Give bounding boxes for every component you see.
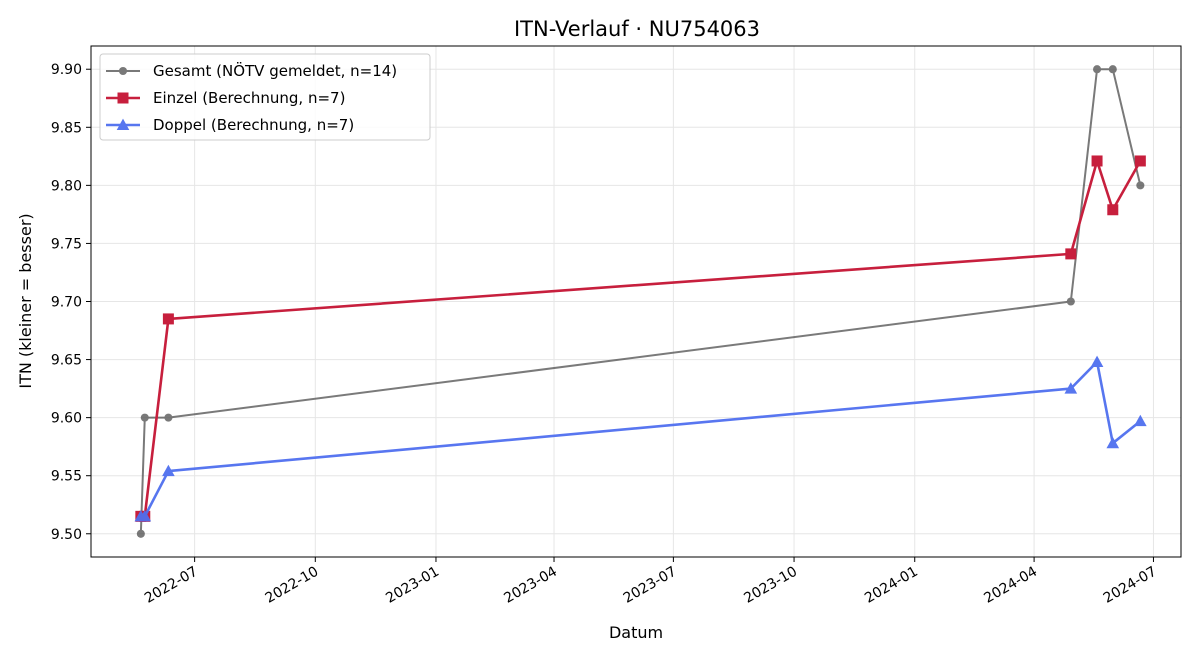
y-tick-label: 9.65 xyxy=(51,353,82,369)
data-point xyxy=(162,313,174,325)
grid xyxy=(91,46,1181,557)
data-point xyxy=(1065,248,1077,260)
y-tick-label: 9.50 xyxy=(51,527,82,543)
series-3 xyxy=(134,355,1147,522)
y-tick-label: 9.55 xyxy=(51,469,82,485)
y-tick-label: 9.80 xyxy=(51,178,82,194)
series-2 xyxy=(135,155,1146,522)
x-tick-label: 2023-07 xyxy=(621,564,680,607)
data-point xyxy=(1136,181,1145,190)
data-point xyxy=(138,510,152,522)
data-point xyxy=(1093,65,1102,74)
chart-title: ITN-Verlauf · NU754063 xyxy=(514,17,760,41)
legend-label: Doppel (Berechnung, n=7) xyxy=(153,116,354,134)
data-point xyxy=(1091,155,1103,167)
y-tick-label: 9.85 xyxy=(51,120,82,136)
legend: Gesamt (NÖTV gemeldet, n=14) Einzel (Bere… xyxy=(99,53,431,141)
legend-entry xyxy=(106,118,140,131)
legend-marker xyxy=(116,118,130,131)
x-tick-label: 2023-10 xyxy=(741,564,800,607)
x-axis: 2022-07 2022-10 2023-01 2023-04 2023-07 2023-… xyxy=(142,557,1159,607)
x-tick-label: 2022-07 xyxy=(142,564,201,607)
data-point xyxy=(1108,65,1117,74)
legend-marker xyxy=(118,66,128,76)
y-tick-label: 9.90 xyxy=(51,62,82,78)
series-layer xyxy=(134,65,1147,538)
data-point xyxy=(162,464,175,477)
data-point xyxy=(1107,204,1119,216)
data-point xyxy=(1066,297,1075,306)
data-point xyxy=(1134,155,1146,167)
y-tick-label: 9.60 xyxy=(51,411,82,427)
data-point xyxy=(136,529,145,538)
x-tick-label: 2023-01 xyxy=(383,564,442,607)
data-point xyxy=(140,413,149,422)
legend-marker xyxy=(117,92,129,104)
data-point xyxy=(1090,355,1104,367)
legend-label: Einzel (Berechnung, n=7) xyxy=(153,89,345,107)
x-tick-label: 2022-10 xyxy=(263,564,322,607)
y-axis-title: ITN (kleiner = besser) xyxy=(16,213,35,388)
x-tick-label: 2024-01 xyxy=(862,564,921,607)
legend-frame xyxy=(99,53,431,141)
data-point xyxy=(1134,414,1147,427)
y-tick-label: 9.70 xyxy=(51,295,82,311)
x-tick-label: 2024-04 xyxy=(981,564,1040,607)
legend-label: Gesamt (NÖTV gemeldet, n=14) xyxy=(153,61,397,80)
series-line xyxy=(140,159,1142,518)
y-axis: 9.50 9.55 9.60 9.65 9.70 9.75 9.80 9.85 9.90 xyxy=(51,62,91,543)
legend-entry xyxy=(106,92,140,104)
data-point xyxy=(1064,382,1078,394)
x-tick-label: 2023-04 xyxy=(501,564,560,607)
x-tick-label: 2024-07 xyxy=(1101,564,1160,607)
y-tick-label: 9.75 xyxy=(51,236,82,252)
legend-entry xyxy=(106,66,140,76)
series-1 xyxy=(136,65,1145,538)
series-line xyxy=(140,360,1142,518)
data-point xyxy=(1106,436,1120,449)
x-axis-title: Datum xyxy=(609,623,663,642)
data-point xyxy=(164,413,173,422)
